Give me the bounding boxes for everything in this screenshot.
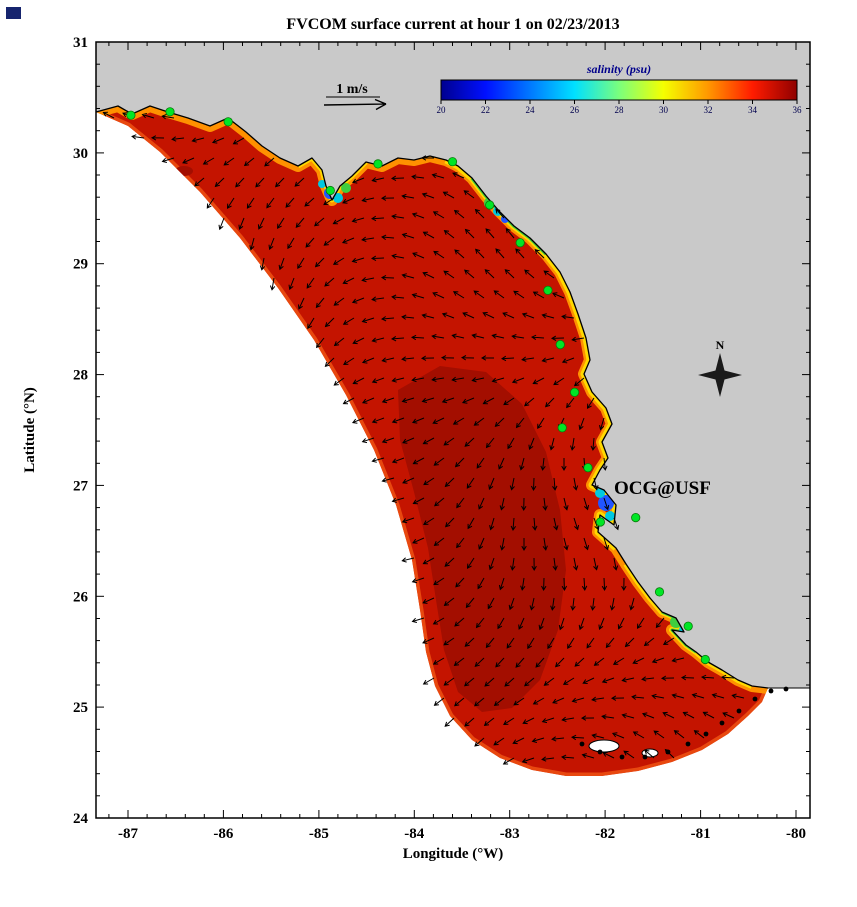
colorbar-gradient-bar [440, 79, 798, 101]
estuary-salinity-plume [341, 183, 351, 193]
open-boundary-rim [96, 108, 768, 776]
colorbar-ticks: 20 22 24 26 28 30 32 34 36 [437, 100, 803, 115]
station-dot [595, 517, 606, 527]
station-dot [223, 117, 233, 127]
y-tick-label: 24 [73, 811, 89, 827]
colorbar-tick-label: 20 [437, 105, 447, 115]
coastal-stations [126, 107, 710, 665]
island [588, 739, 620, 753]
figure-title: FVCOM surface current at hour 1 on 02/23… [286, 16, 619, 33]
key-islet [597, 749, 603, 755]
key-islet [619, 754, 625, 760]
islands-keys [579, 686, 789, 760]
y-tick-label: 26 [73, 589, 89, 605]
x-tick-label: -82 [595, 826, 615, 842]
station-dot [683, 621, 693, 631]
y-tick-label: 28 [73, 368, 88, 384]
x-tick-label: -84 [404, 826, 424, 842]
station-dot [654, 587, 665, 597]
colorbar-tick-label: 34 [748, 105, 758, 115]
station-dot [569, 387, 580, 397]
station-dot [165, 107, 175, 117]
corner-marker [6, 7, 21, 19]
axes-layer: -87 -86 -85 -84 -83 -82 -81 -80 31 30 29 28 27 26 25 24 [73, 35, 811, 842]
x-axis-label: Longitude (°W) [403, 846, 504, 862]
key-islet [703, 731, 709, 737]
vector-scale: 1 m/s [323, 82, 387, 111]
compass-star-icon [698, 353, 742, 397]
station-dot [325, 185, 335, 196]
key-islet [783, 686, 789, 692]
colorbar-tick-label: 30 [659, 105, 669, 115]
estuary-salinity-plume [605, 511, 615, 521]
key-islet [736, 708, 742, 714]
compass-north-label: N [716, 338, 725, 352]
station-dot [543, 285, 553, 295]
key-islet [579, 741, 585, 747]
station-dot [700, 654, 710, 665]
key-islet [642, 754, 648, 760]
station-dot [555, 339, 565, 350]
estuary-salinity-plume [318, 180, 326, 188]
colorbar-title: salinity (psu) [586, 62, 651, 76]
station-dot [557, 423, 567, 433]
x-tick-label: -83 [500, 826, 520, 842]
key-islet [685, 741, 691, 747]
station-dot [583, 463, 593, 473]
colorbar-tick-label: 28 [615, 105, 625, 115]
map-layer [95, 42, 810, 776]
vector-scale-label: 1 m/s [336, 82, 368, 97]
x-tick-label: -85 [309, 826, 329, 842]
inner-salinity-shade [398, 366, 566, 712]
y-tick-label: 25 [73, 700, 88, 716]
land [96, 42, 810, 688]
annotation-ocg-usf: OCG@USF [614, 478, 711, 499]
y-tick-label: 29 [73, 257, 88, 273]
station-dot [373, 159, 383, 169]
station-dot [485, 200, 495, 210]
key-islet [719, 720, 725, 726]
colorbar: salinity (psu) 20 22 24 26 28 30 32 34 36 [437, 62, 803, 115]
y-axis-label: Latitude (°N) [22, 387, 38, 473]
colorbar-tick-label: 32 [704, 105, 713, 115]
station-dot [126, 110, 136, 120]
key-islet [752, 696, 758, 702]
x-tick-label: -87 [118, 826, 138, 842]
y-tick-label: 30 [73, 146, 88, 162]
x-tick-label: -81 [691, 826, 711, 842]
colorbar-tick-label: 36 [793, 105, 803, 115]
vector-scale-arrow-icon [323, 98, 387, 111]
station-dot [447, 157, 458, 167]
station-dot [631, 512, 641, 523]
x-tick-label: -86 [213, 826, 233, 842]
key-islet [768, 688, 774, 694]
x-tick-label: -80 [786, 826, 806, 842]
current-vector-field [102, 111, 745, 765]
station-dot [515, 238, 525, 248]
estuary-salinity-plume [333, 193, 343, 203]
colorbar-tick-label: 22 [481, 105, 490, 115]
coastline [95, 105, 769, 689]
colorbar-tick-label: 26 [570, 105, 580, 115]
y-tick-label: 31 [73, 35, 88, 51]
estuary-salinity-plume [595, 488, 605, 498]
colorbar-tick-label: 24 [526, 105, 536, 115]
y-tick-label: 27 [73, 478, 89, 494]
compass-rose: N [698, 338, 742, 397]
